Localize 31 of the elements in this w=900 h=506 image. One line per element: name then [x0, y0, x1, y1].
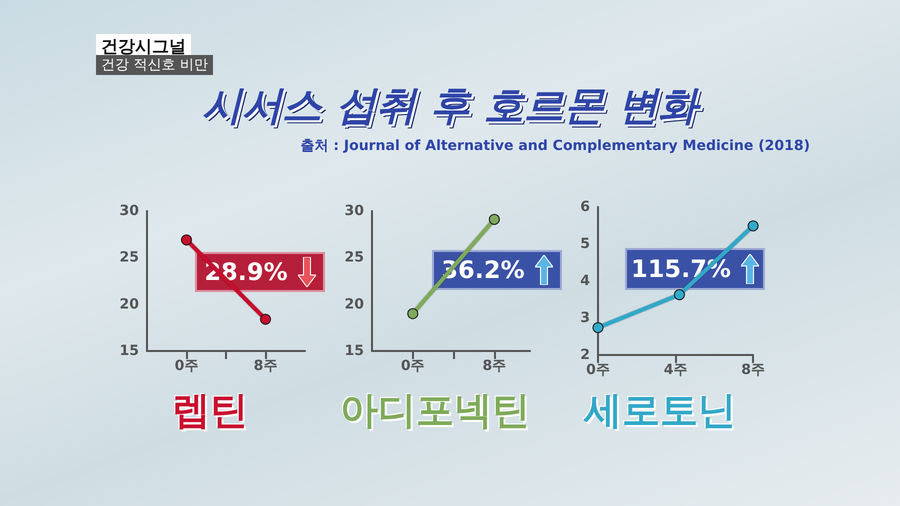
x-tick-label: 0주 [586, 362, 610, 378]
point [748, 220, 759, 232]
annotation: 115.7% [631, 255, 731, 283]
text: 세로토닌 [582, 387, 737, 434]
x-tick-label: 0주 [400, 358, 425, 374]
x-tick-label: 8주 [254, 358, 278, 374]
y-tick-label: 30 [120, 203, 140, 219]
source-note: 출처 : Journal of Alternative and Complementary Medicine (2018) [300, 137, 810, 155]
text: 건강 적신호 비만 [96, 55, 213, 75]
y-tick-label: 15 [344, 343, 364, 359]
text: 아디포넥틴 [339, 387, 531, 434]
x-tick-label: 8주 [741, 362, 766, 378]
y-tick-label: 30 [344, 203, 364, 219]
x-tick-label: 0주 [174, 358, 198, 374]
y-tick-label: 6 [580, 199, 590, 215]
point [674, 289, 685, 300]
text: 렙틴 [171, 387, 249, 434]
text: 건강시그널 [96, 34, 191, 59]
y-tick-label: 20 [120, 296, 140, 312]
y-tick-label: 2 [580, 347, 590, 363]
y-tick-label: 25 [344, 250, 364, 266]
y-tick-label: 4 [580, 273, 590, 289]
text: 시서스 섭취 후 호르몬 변화 [201, 82, 702, 131]
y-tick-label: 5 [580, 236, 590, 252]
x-tick-label: 4주 [664, 362, 688, 378]
x-tick-label: 8주 [482, 358, 506, 374]
y-tick-label: 15 [120, 343, 139, 359]
y-tick-label: 25 [120, 250, 139, 266]
point [592, 322, 604, 334]
y-tick-label: 3 [580, 310, 590, 326]
y-tick-label: 20 [344, 296, 364, 312]
